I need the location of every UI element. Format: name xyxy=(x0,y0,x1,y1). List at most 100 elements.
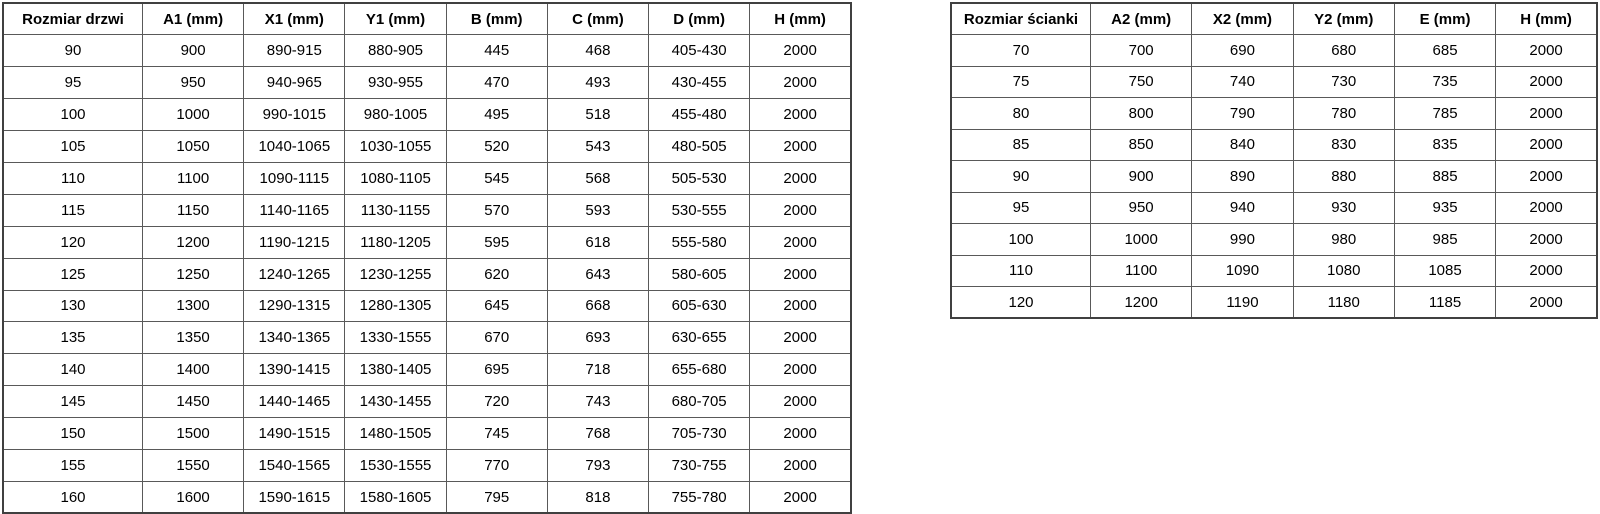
table-row: 135 1350 1340-1365 1330-1555 670 693 630-655 20… xyxy=(2,321,852,355)
header-row: Rozmiar ścianki A2 (mm) X2 (mm) Y2 (mm) E (m… xyxy=(950,2,1598,35)
table-row: 130 1300 1290-1315 1280-1305 645 668 605-630 20… xyxy=(2,289,852,323)
table-cell: 95 xyxy=(2,66,143,100)
table-cell: 568 xyxy=(546,161,650,195)
table-cell: 70 xyxy=(950,34,1091,67)
table-row: 150 1500 1490-1515 1480-1505 745 768 705-730 20… xyxy=(2,417,852,450)
table-cell: 85 xyxy=(950,128,1091,161)
table-cell: 643 xyxy=(546,257,650,291)
table-cell: 830 xyxy=(1292,128,1395,161)
table-cell: 518 xyxy=(546,98,650,132)
column-header: Y1 (mm) xyxy=(344,2,447,36)
table-cell: 695 xyxy=(445,353,548,387)
table-cell: 480-505 xyxy=(648,130,751,163)
table-cell: 1090-1115 xyxy=(243,161,346,195)
table-cell: 155 xyxy=(2,448,143,482)
table-row: 95 950 940-965 930-955 470 493 430-455 2000 xyxy=(2,66,852,100)
table-row: 100 1000 990-1015 980-1005 495 518 455-480 2000 xyxy=(2,98,852,132)
table-cell: 1350 xyxy=(141,321,245,355)
table-cell: 1440-1465 xyxy=(243,385,346,419)
table-cell: 80 xyxy=(950,97,1091,130)
table-row: 105 1050 1040-1065 1030-1055 520 543 480-505 20… xyxy=(2,130,852,163)
table-cell: 1200 xyxy=(1089,286,1193,319)
table-cell: 1000 xyxy=(141,98,245,132)
table-cell: 1150 xyxy=(141,193,245,227)
table-cell: 990-1015 xyxy=(243,98,346,132)
table-cell: 1330-1555 xyxy=(344,321,447,355)
table-row: 115 1150 1140-1165 1130-1155 570 593 530-555 20… xyxy=(2,193,852,227)
table-row: 95 950 940 930 935 2000 xyxy=(950,191,1598,224)
table-cell: 840 xyxy=(1191,128,1294,161)
table-cell: 1085 xyxy=(1393,254,1497,287)
table-cell: 445 xyxy=(445,34,548,68)
table-cell: 1040-1065 xyxy=(243,130,346,163)
column-header: Y2 (mm) xyxy=(1292,2,1395,35)
table-cell: 2000 xyxy=(1495,97,1598,130)
table-cell: 2000 xyxy=(749,385,852,419)
table-cell: 145 xyxy=(2,385,143,419)
table-cell: 690 xyxy=(1191,34,1294,67)
table-cell: 700 xyxy=(1089,34,1193,67)
table-cell: 2000 xyxy=(1495,160,1598,193)
table-row: 80 800 790 780 785 2000 xyxy=(950,97,1598,130)
table-cell: 2000 xyxy=(749,257,852,291)
table-row: 110 1100 1090-1115 1080-1105 545 568 505-530 20… xyxy=(2,161,852,195)
table-cell: 140 xyxy=(2,353,143,387)
table-cell: 818 xyxy=(546,480,650,514)
table-cell: 2000 xyxy=(1495,191,1598,224)
column-header: B (mm) xyxy=(445,2,548,36)
table-cell: 493 xyxy=(546,66,650,100)
table-cell: 110 xyxy=(2,161,143,195)
table-cell: 2000 xyxy=(1495,286,1598,319)
table-cell: 1400 xyxy=(141,353,245,387)
table-cell: 645 xyxy=(445,289,548,323)
column-header: A1 (mm) xyxy=(141,2,245,36)
table-row: 145 1450 1440-1465 1430-1455 720 743 680-705 20… xyxy=(2,385,852,419)
table-cell: 1180-1205 xyxy=(344,225,447,259)
table-cell: 900 xyxy=(1089,160,1193,193)
table-cell: 940-965 xyxy=(243,66,346,100)
table-row: 90 900 890-915 880-905 445 468 405-430 2000 xyxy=(2,34,852,68)
table-cell: 2000 xyxy=(749,353,852,387)
table-cell: 780 xyxy=(1292,97,1395,130)
table-cell: 1240-1265 xyxy=(243,257,346,291)
column-header: D (mm) xyxy=(648,2,751,36)
table-cell: 900 xyxy=(141,34,245,68)
table-cell: 795 xyxy=(445,480,548,514)
table-cell: 740 xyxy=(1191,65,1294,98)
table-row: 110 1100 1090 1080 1085 2000 xyxy=(950,254,1598,287)
column-header: E (mm) xyxy=(1393,2,1497,35)
wall-dimensions-table: Rozmiar ścianki A2 (mm) X2 (mm) Y2 (mm) E (m… xyxy=(950,2,1598,319)
table-cell: 405-430 xyxy=(648,34,751,68)
table-cell: 468 xyxy=(546,34,650,68)
column-header: H (mm) xyxy=(749,2,852,36)
table-cell: 1000 xyxy=(1089,223,1193,256)
table-cell: 980 xyxy=(1292,223,1395,256)
table-cell: 2000 xyxy=(1495,128,1598,161)
table-row: 160 1600 1590-1615 1580-1605 795 818 755-780 20… xyxy=(2,480,852,514)
table-cell: 520 xyxy=(445,130,548,163)
table-cell: 605-630 xyxy=(648,289,751,323)
table-cell: 1380-1405 xyxy=(344,353,447,387)
table-cell: 1140-1165 xyxy=(243,193,346,227)
table-cell: 150 xyxy=(2,417,143,450)
table-cell: 130 xyxy=(2,289,143,323)
header-row: Rozmiar drzwi A1 (mm) X1 (mm) Y1 (mm) B (mm)… xyxy=(2,2,852,36)
table-cell: 730 xyxy=(1292,65,1395,98)
column-header: X1 (mm) xyxy=(243,2,346,36)
table-cell: 545 xyxy=(445,161,548,195)
table-cell: 930 xyxy=(1292,191,1395,224)
table-cell: 985 xyxy=(1393,223,1497,256)
table-cell: 75 xyxy=(950,65,1091,98)
table-cell: 1490-1515 xyxy=(243,417,346,450)
table-cell: 2000 xyxy=(749,417,852,450)
table-cell: 90 xyxy=(2,34,143,68)
table-cell: 1190-1215 xyxy=(243,225,346,259)
table-cell: 495 xyxy=(445,98,548,132)
table-cell: 793 xyxy=(546,448,650,482)
table-row: 120 1200 1190 1180 1185 2000 xyxy=(950,286,1598,319)
table-cell: 885 xyxy=(1393,160,1497,193)
table-cell: 593 xyxy=(546,193,650,227)
table-cell: 1200 xyxy=(141,225,245,259)
table-cell: 430-455 xyxy=(648,66,751,100)
